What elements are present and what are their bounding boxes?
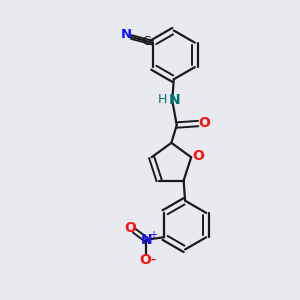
Text: N: N	[121, 28, 132, 41]
Text: N: N	[140, 233, 152, 247]
Text: +: +	[149, 230, 157, 240]
Text: C: C	[143, 35, 151, 48]
Text: O: O	[139, 254, 151, 268]
Text: O: O	[198, 116, 210, 130]
Text: O: O	[124, 221, 136, 236]
Text: O: O	[192, 149, 204, 163]
Text: H: H	[158, 93, 167, 106]
Text: N: N	[169, 93, 180, 107]
Text: -: -	[150, 252, 155, 267]
